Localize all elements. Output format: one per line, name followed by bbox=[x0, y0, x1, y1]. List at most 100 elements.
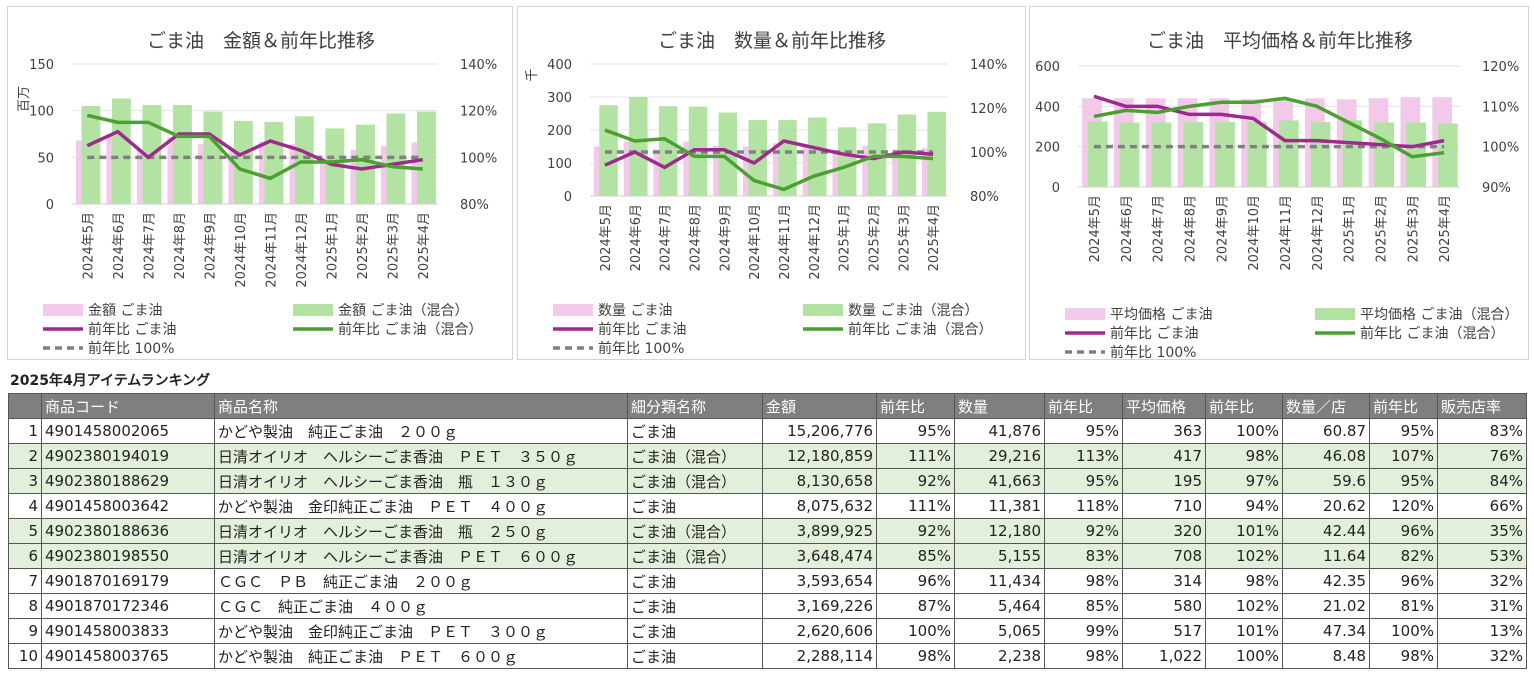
legend-label: 数量 ごま油（混合） bbox=[848, 303, 978, 319]
cell-qty: 5,065 bbox=[954, 618, 1045, 644]
y2-tick-label: 90% bbox=[1482, 181, 1511, 196]
cell-qty: 41,663 bbox=[954, 468, 1045, 494]
x-tick-label: 2024年5月 bbox=[81, 212, 96, 279]
x-tick-label: 2024年7月 bbox=[659, 204, 674, 271]
cell-index: 5 bbox=[8, 518, 42, 544]
y-tick-label: 100 bbox=[547, 157, 572, 172]
cell-qty-yoy: 92% bbox=[1044, 518, 1123, 544]
cell-amount: 8,130,658 bbox=[762, 468, 877, 494]
legend-label: 金額 ごま油（混合） bbox=[338, 303, 468, 319]
bar-goma-mix bbox=[1310, 122, 1331, 187]
cell-amount-yoy: 95% bbox=[876, 418, 955, 444]
x-tick-label: 2024年8月 bbox=[1183, 195, 1198, 262]
cell-category: ごま油（混合） bbox=[627, 443, 763, 469]
table-row: 10 4901458003765 かどや製油 純正ごま油 ＰＥＴ ６００ｇ ごま油 2,… bbox=[8, 643, 1527, 669]
x-tick-label: 2025年2月 bbox=[867, 204, 882, 271]
cell-amount: 12,180,859 bbox=[762, 443, 877, 469]
x-tick-label: 2024年7月 bbox=[1152, 195, 1167, 262]
cell-name: 日清オイリオ ヘルシーごま香油 瓶 １３０ｇ bbox=[214, 468, 628, 494]
cell-store-rate: 31% bbox=[1437, 593, 1527, 619]
cell-amount: 15,206,776 bbox=[762, 418, 877, 444]
bar-goma-mix bbox=[1215, 122, 1235, 187]
y-tick-label: 200 bbox=[1035, 141, 1060, 156]
cell-per-store-yoy: 95% bbox=[1369, 468, 1438, 494]
chart-title: ごま油 数量＆前年比推移 bbox=[658, 30, 886, 52]
cell-name: かどや製油 金印純正ごま油 ＰＥＴ ３００ｇ bbox=[214, 618, 628, 644]
cell-per-store: 42.35 bbox=[1282, 568, 1370, 594]
cell-code: 4901458003833 bbox=[41, 618, 215, 644]
cell-store-rate: 53% bbox=[1437, 543, 1527, 569]
x-tick-label: 2024年11月 bbox=[778, 204, 793, 280]
y-tick-label: 50 bbox=[37, 151, 54, 166]
cell-avg-price: 195 bbox=[1122, 468, 1206, 494]
cell-amount-yoy: 92% bbox=[876, 518, 955, 544]
x-tick-label: 2024年8月 bbox=[173, 212, 188, 279]
x-tick-label: 2024年10月 bbox=[234, 212, 249, 288]
cell-name: ＣＧＣ 純正ごま油 ４００ｇ bbox=[214, 593, 628, 619]
bar-goma-mix bbox=[1374, 122, 1395, 187]
table-row: 5 4902380188636 日清オイリオ ヘルシーごま香油 瓶 ２５０ｇ ごま油（… bbox=[8, 518, 1527, 544]
cell-qty: 5,155 bbox=[954, 543, 1045, 569]
header-index bbox=[8, 393, 42, 419]
cell-avg-yoy: 101% bbox=[1205, 518, 1283, 544]
cell-avg-yoy: 100% bbox=[1205, 418, 1283, 444]
bar-goma-mix bbox=[172, 105, 192, 204]
legend-label: 前年比 ごま油 bbox=[598, 321, 686, 338]
cell-qty-yoy: 98% bbox=[1044, 568, 1123, 594]
chart-title: ごま油 金額＆前年比推移 bbox=[147, 30, 375, 52]
legend-label: 前年比 100% bbox=[1110, 344, 1196, 361]
legend-swatch bbox=[43, 304, 83, 316]
cell-code: 4902380188629 bbox=[41, 468, 215, 494]
bar-goma-mix bbox=[1342, 120, 1363, 187]
chart-panel-amount: ごま油 金額＆前年比推移 百万 0 50 100 150 80% 100% 120% 140% 20… bbox=[7, 6, 513, 360]
cell-category: ごま油 bbox=[627, 418, 763, 444]
cell-store-rate: 32% bbox=[1437, 643, 1527, 669]
x-tick-label: 2025年2月 bbox=[356, 212, 371, 279]
cell-name: かどや製油 金印純正ごま油 ＰＥＴ ４００ｇ bbox=[214, 493, 628, 519]
x-tick-label: 2025年3月 bbox=[1406, 195, 1421, 262]
cell-amount-yoy: 85% bbox=[876, 543, 955, 569]
cell-per-store: 8.48 bbox=[1282, 643, 1370, 669]
x-tick-label: 2024年9月 bbox=[1215, 195, 1230, 262]
cell-amount: 2,288,114 bbox=[762, 643, 877, 669]
legend-label: 前年比 100% bbox=[88, 340, 174, 357]
y2-tick-label: 110% bbox=[1482, 100, 1519, 115]
line-yoy-goma bbox=[86, 129, 424, 171]
cell-avg-price: 320 bbox=[1122, 518, 1206, 544]
legend-label: 前年比 ごま油（混合） bbox=[1360, 325, 1504, 342]
cell-avg-price: 517 bbox=[1122, 618, 1206, 644]
y-axis-label: 百万 bbox=[17, 86, 32, 112]
cell-amount: 8,075,632 bbox=[762, 493, 877, 519]
cell-avg-yoy: 100% bbox=[1205, 643, 1283, 669]
cell-per-store-yoy: 82% bbox=[1369, 543, 1438, 569]
cell-per-store-yoy: 95% bbox=[1369, 418, 1438, 444]
cell-code: 4901870169179 bbox=[41, 568, 215, 594]
header-amount: 金額 bbox=[762, 393, 877, 419]
chart-panel-quantity: ごま油 数量＆前年比推移千 0 100 200 300 400 80% 100% 120% 140… bbox=[517, 6, 1026, 360]
y-tick-label: 600 bbox=[1035, 60, 1060, 75]
header-code: 商品コード bbox=[41, 393, 215, 419]
bar-goma-mix bbox=[1247, 121, 1267, 187]
chart-title: ごま油 平均価格＆前年比推移 bbox=[1147, 30, 1413, 52]
table-row: 3 4902380188629 日清オイリオ ヘルシーごま香油 瓶 １３０ｇ ごま油（… bbox=[8, 468, 1527, 494]
cell-category: ごま油（混合） bbox=[627, 543, 763, 569]
cell-qty-yoy: 118% bbox=[1044, 493, 1123, 519]
legend-label: 平均価格 ごま油 bbox=[1110, 307, 1212, 323]
y2-tick-label: 80% bbox=[970, 190, 999, 205]
legend-label: 前年比 ごま油 bbox=[88, 321, 176, 338]
ranking-title: 2025年4月アイテムランキング bbox=[10, 373, 211, 389]
x-tick-label: 2024年9月 bbox=[718, 204, 733, 271]
x-tick-label: 2025年1月 bbox=[325, 212, 340, 279]
bar-goma-mix bbox=[778, 120, 797, 196]
cell-qty-yoy: 113% bbox=[1044, 443, 1123, 469]
x-tick-label: 2024年10月 bbox=[748, 204, 763, 280]
x-tick-label: 2025年3月 bbox=[386, 212, 401, 279]
cell-amount: 2,620,606 bbox=[762, 618, 877, 644]
header-per-store: 数量／店 bbox=[1282, 393, 1370, 419]
legend-label: 金額 ごま油 bbox=[88, 303, 162, 319]
y2-tick-label: 140% bbox=[460, 58, 497, 73]
y-tick-label: 400 bbox=[1035, 100, 1060, 115]
cell-qty-yoy: 83% bbox=[1044, 543, 1123, 569]
cell-code: 4901458003642 bbox=[41, 493, 215, 519]
